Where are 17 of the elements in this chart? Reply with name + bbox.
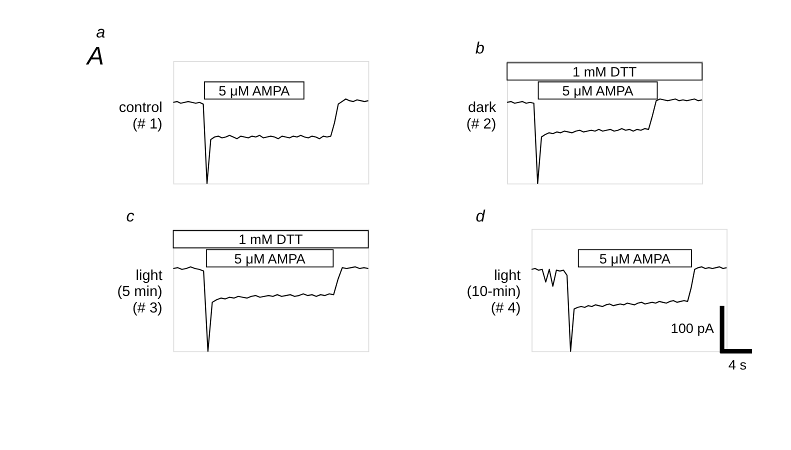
- text: 5 μM AMPA: [218, 83, 291, 98]
- text: 5 μM AMPA: [562, 83, 634, 98]
- text: 1 mM DTT: [572, 64, 637, 80]
- text: 4 s: [728, 357, 747, 372]
- text: 1 mM DTT: [238, 232, 303, 248]
- y-axis-title: control (# 1): [118, 100, 162, 132]
- text: 5 μM AMPA: [599, 251, 672, 266]
- chart-title: c: [126, 208, 134, 226]
- chart-title: a: [96, 23, 106, 42]
- y-axis-title: light (10-min) (# 4): [466, 268, 521, 316]
- text: 5 μM AMPA: [234, 251, 306, 266]
- text: A: [85, 42, 104, 71]
- y-axis-title: light (5 min) (# 3): [117, 268, 162, 316]
- chart-title: d: [476, 208, 486, 226]
- y-axis-title: dark (# 2): [466, 100, 497, 132]
- chart-title: b: [475, 40, 484, 58]
- annotation: 100 pA: [670, 321, 715, 336]
